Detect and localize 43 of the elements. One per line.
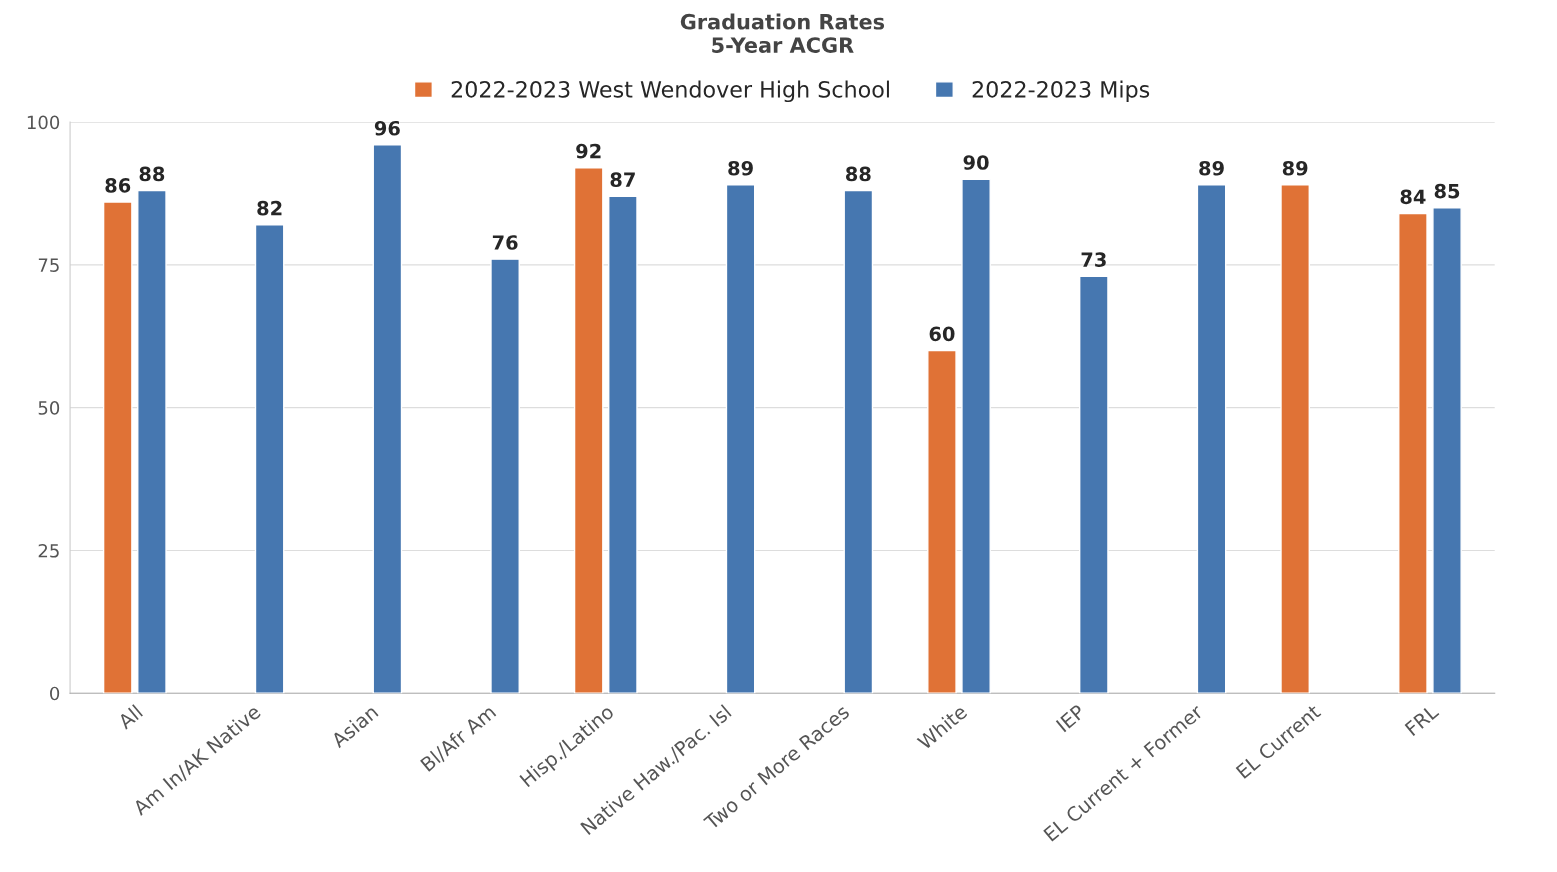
bar — [137, 189, 167, 694]
bar — [843, 189, 874, 694]
y-tick-label: 75 — [38, 258, 59, 272]
bar — [1432, 207, 1462, 694]
y-tick-label: 0 — [50, 686, 60, 701]
x-tick-label: IEP — [1055, 703, 1086, 733]
data-label: 86 — [105, 178, 131, 193]
bar — [1280, 184, 1310, 694]
legend-label: 2022-2023 West Wendover High School — [451, 80, 889, 103]
bar — [1398, 212, 1428, 694]
data-label: 89 — [728, 160, 753, 176]
data-label: 73 — [1081, 252, 1106, 267]
data-label: 84 — [1400, 189, 1426, 205]
data-label: 76 — [492, 235, 518, 250]
bar — [254, 224, 285, 694]
data-label: 87 — [610, 172, 635, 188]
data-label: 85 — [1434, 183, 1460, 199]
y-tick-label: 25 — [38, 543, 59, 558]
data-label: 89 — [1199, 160, 1224, 176]
data-label: 89 — [1282, 160, 1308, 176]
chart-title: Graduation Rates 5-Year ACGR — [680, 13, 885, 53]
data-label: 88 — [845, 166, 871, 182]
data-label: 82 — [257, 200, 282, 216]
data-label: 88 — [139, 166, 165, 182]
data-label: 92 — [576, 143, 601, 159]
x-tick-label: All — [116, 704, 143, 730]
legend-label: 2022-2023 Mips — [972, 80, 1150, 103]
data-label: 60 — [929, 326, 955, 342]
bar — [102, 201, 133, 694]
data-label: 90 — [963, 155, 989, 170]
bar — [573, 167, 604, 694]
bar — [1078, 275, 1109, 694]
y-tick-label: 50 — [38, 401, 60, 415]
bar — [608, 195, 638, 694]
y-tick-label: 100 — [27, 115, 60, 130]
bar — [1196, 184, 1227, 694]
data-label: 96 — [374, 120, 400, 136]
bar — [725, 184, 756, 694]
x-tick-label: FRL — [1404, 703, 1440, 736]
bar — [961, 178, 991, 694]
bar — [927, 349, 957, 694]
bar — [372, 144, 403, 694]
bar — [490, 258, 520, 694]
